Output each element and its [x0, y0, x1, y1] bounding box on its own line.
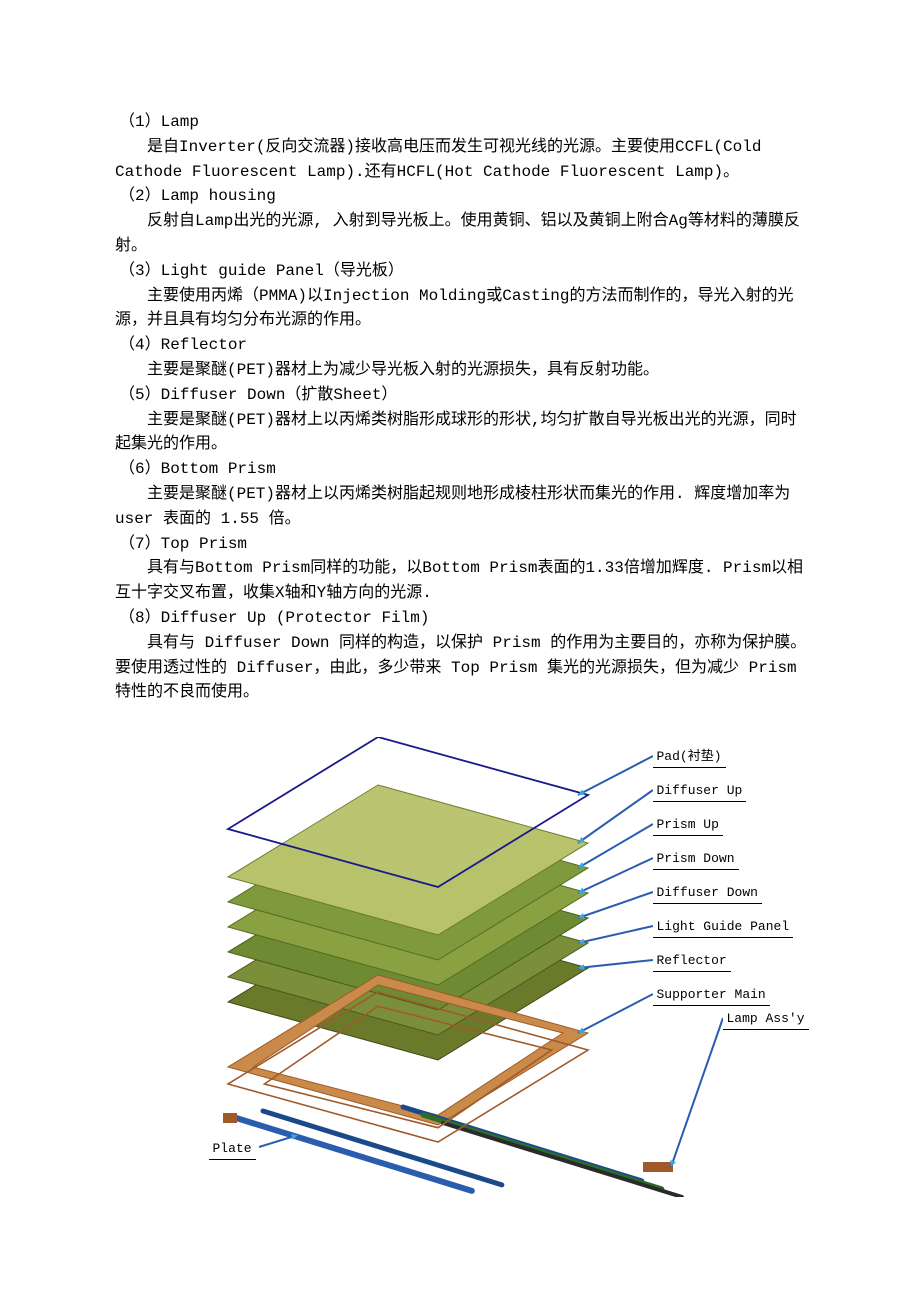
- document-page: （1）Lamp是自Inverter(反向交流器)接收高电压而发生可视光线的光源。…: [0, 0, 920, 1257]
- label-prism-up: Prism Up: [653, 815, 723, 836]
- section-heading: （6）Bottom Prism: [115, 457, 810, 482]
- label-lamp-assy: Lamp Ass'y: [723, 1009, 809, 1030]
- label-pad: Pad(衬垫): [653, 747, 726, 768]
- label-supporter-main: Supporter Main: [653, 985, 770, 1006]
- section-heading: （1）Lamp: [115, 110, 810, 135]
- section-heading: （2）Lamp housing: [115, 184, 810, 209]
- label-reflector: Reflector: [653, 951, 731, 972]
- section-heading: （5）Diffuser Down（扩散Sheet）: [115, 383, 810, 408]
- section-paragraph: 是自Inverter(反向交流器)接收高电压而发生可视光线的光源。主要使用CCF…: [115, 135, 810, 185]
- label-plate: Plate: [209, 1139, 256, 1160]
- section-heading: （4）Reflector: [115, 333, 810, 358]
- text-body: （1）Lamp是自Inverter(反向交流器)接收高电压而发生可视光线的光源。…: [115, 110, 810, 705]
- section-paragraph: 主要使用丙烯（PMMA)以Injection Molding或Casting的方…: [115, 284, 810, 334]
- label-lgp: Light Guide Panel: [653, 917, 794, 938]
- section-heading: （7）Top Prism: [115, 532, 810, 557]
- section-paragraph: 反射自Lamp出光的光源, 入射到导光板上。使用黄铜、铝以及黄铜上附合Ag等材料…: [115, 209, 810, 259]
- section-paragraph: 主要是聚醚(PET)器材上以丙烯类树脂起规则地形成棱柱形状而集光的作用. 辉度增…: [115, 482, 810, 532]
- section-heading: （8）Diffuser Up (Protector Film): [115, 606, 810, 631]
- label-diffuser-down: Diffuser Down: [653, 883, 762, 904]
- section-paragraph: 具有与 Diffuser Down 同样的构造，以保护 Prism 的作用为主要…: [115, 631, 810, 705]
- label-diffuser-up: Diffuser Up: [653, 781, 747, 802]
- label-prism-down: Prism Down: [653, 849, 739, 870]
- section-paragraph: 主要是聚醚(PET)器材上以丙烯类树脂形成球形的形状,均匀扩散自导光板出光的光源…: [115, 408, 810, 458]
- exploded-diagram: Pad(衬垫) Diffuser Up Prism Up Prism Down Diff…: [123, 737, 803, 1197]
- section-paragraph: 具有与Bottom Prism同样的功能，以Bottom Prism表面的1.3…: [115, 556, 810, 606]
- section-heading: （3）Light guide Panel（导光板）: [115, 259, 810, 284]
- section-paragraph: 主要是聚醚(PET)器材上为减少导光板入射的光源损失，具有反射功能。: [115, 358, 810, 383]
